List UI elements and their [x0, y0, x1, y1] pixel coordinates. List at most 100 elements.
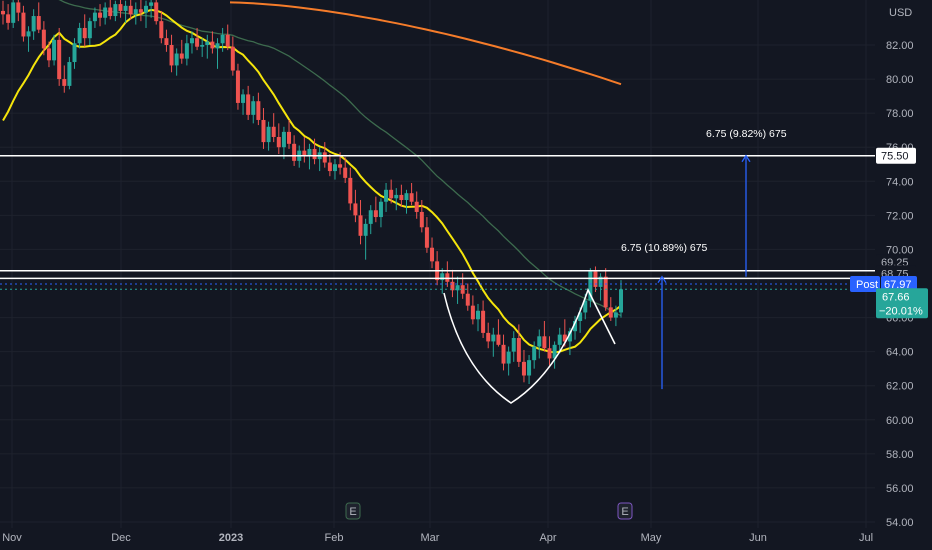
- time-label: Jul: [859, 532, 873, 544]
- candle-body: [276, 136, 281, 148]
- candle-body: [409, 193, 414, 202]
- candle-body: [619, 289, 623, 313]
- candle-body: [225, 34, 230, 47]
- post-label-bg: [850, 276, 880, 293]
- candle-body: [87, 21, 92, 39]
- price-tick-label: 58.00: [886, 449, 914, 461]
- candle-body: [506, 351, 511, 364]
- candle-body: [144, 5, 149, 13]
- candle-body: [174, 53, 179, 66]
- candle-body: [266, 126, 271, 143]
- candle-body: [256, 101, 261, 120]
- time-label: May: [641, 532, 662, 544]
- price-tick-label: 70.00: [886, 244, 914, 256]
- earnings-marker[interactable]: [345, 502, 361, 520]
- candle-body: [322, 152, 327, 163]
- candle-body: [57, 39, 62, 80]
- candle-body: [521, 361, 526, 376]
- candle-body: [491, 334, 496, 342]
- candle-body: [261, 119, 266, 143]
- candle-body: [108, 7, 113, 17]
- price-tick-label: 62.00: [886, 381, 914, 393]
- candle-body: [82, 27, 87, 39]
- candle-body: [46, 48, 51, 61]
- time-label: Nov: [2, 532, 22, 544]
- time-label: 2023: [219, 532, 243, 544]
- time-label: Dec: [111, 532, 131, 544]
- projection-measures[interactable]: [657, 154, 751, 390]
- candle-body: [26, 31, 31, 37]
- candle-body: [465, 293, 470, 306]
- candle-body: [404, 193, 409, 201]
- price-tick-label: 60.00: [886, 415, 914, 427]
- earnings-marker[interactable]: [617, 502, 633, 520]
- candle-body: [527, 360, 532, 376]
- candle-body: [368, 210, 373, 224]
- candle-body: [578, 312, 583, 321]
- price-tick-label: 78.00: [886, 108, 914, 120]
- time-axis-labels: Nov Dec 2023 Feb Mar Apr May Jun Jul: [2, 532, 873, 544]
- candle-body: [246, 94, 251, 115]
- candle-body: [567, 331, 572, 342]
- candle-body: [414, 201, 419, 212]
- cup-handle-shape[interactable]: [443, 287, 616, 404]
- price-tick-label: 72.00: [886, 210, 914, 222]
- candle-body: [179, 53, 184, 59]
- time-label: Apr: [539, 532, 556, 544]
- candle-body: [460, 285, 465, 294]
- price-tick-label: 56.00: [886, 483, 914, 495]
- candle-body: [271, 126, 276, 137]
- time-label: Jun: [749, 532, 767, 544]
- candle-body: [445, 273, 450, 282]
- time-axis[interactable]: [0, 528, 932, 550]
- candle-body: [307, 148, 312, 156]
- candle-body: [455, 285, 460, 291]
- candle-body: [557, 334, 562, 345]
- cup-pattern-drawing[interactable]: [443, 287, 616, 404]
- candle-body: [220, 34, 225, 44]
- ma-slow-line: [229, 1, 622, 86]
- post-price-bg: [881, 276, 917, 293]
- candle-body: [235, 70, 240, 103]
- candle-body: [343, 167, 348, 178]
- candle-body: [532, 346, 537, 361]
- candle-body: [77, 27, 82, 44]
- candle-body: [215, 43, 220, 49]
- candle-body: [598, 276, 603, 287]
- candle-body: [41, 29, 46, 49]
- candle-body: [552, 344, 557, 359]
- candle-body: [399, 194, 404, 201]
- level-upper-tag-bg: [876, 147, 916, 164]
- candle-body: [133, 9, 138, 15]
- candle-body: [486, 332, 491, 342]
- candle-body: [363, 223, 368, 236]
- candle-body: [501, 344, 506, 364]
- lower-arrow-head: [657, 275, 667, 284]
- candle-body: [36, 16, 41, 30]
- candle-body: [16, 2, 21, 13]
- candle-body: [230, 46, 235, 71]
- candle-body: [189, 38, 194, 44]
- candle-body: [542, 336, 547, 349]
- price-tick-label: 64.00: [886, 347, 914, 359]
- candle-body: [159, 21, 164, 39]
- candle-body: [118, 4, 123, 11]
- candle-body: [440, 273, 445, 281]
- candle-body: [419, 211, 424, 228]
- candle-body: [593, 271, 598, 287]
- candle-body: [169, 45, 174, 66]
- change-percent: −20.01%: [879, 305, 923, 317]
- candle-body: [588, 271, 593, 301]
- candle-body: [373, 210, 378, 218]
- candle-body: [358, 215, 363, 236]
- horizontal-levels[interactable]: [0, 154, 875, 290]
- candle-body: [281, 131, 286, 148]
- candle-body: [138, 9, 143, 13]
- candle-body: [62, 79, 67, 86]
- candle-body: [394, 194, 399, 199]
- candle-body: [338, 164, 343, 168]
- candle-body: [21, 12, 26, 37]
- candle-body: [123, 5, 128, 11]
